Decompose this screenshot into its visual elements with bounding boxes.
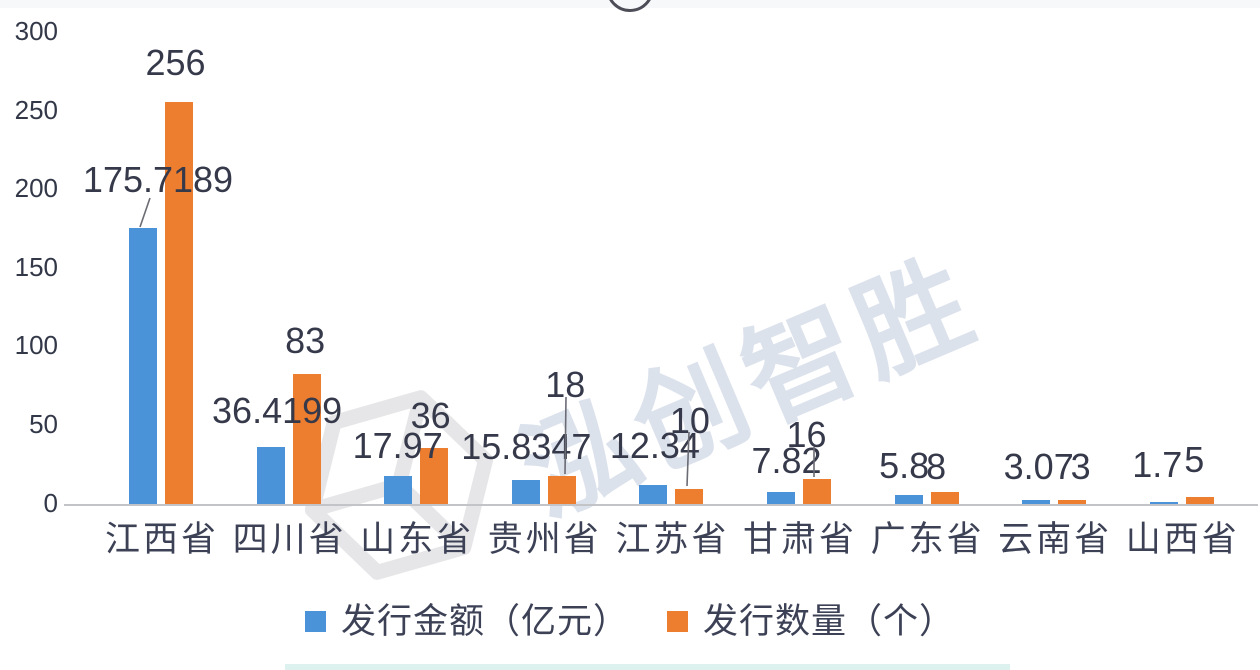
count-bar <box>547 476 576 505</box>
count-data-label: 18 <box>545 364 586 406</box>
amount-bar <box>1022 499 1051 505</box>
legend: 发行金额（亿元） 发行数量（个） <box>0 604 1260 639</box>
y-tick-label: 150 <box>14 251 58 282</box>
amount-bar <box>1149 501 1178 505</box>
legend-label-amount: 发行金额（亿元） <box>340 602 629 641</box>
legend-swatch-amount-icon <box>304 611 326 632</box>
category-label: 山西省 <box>1125 520 1240 559</box>
amount-bar <box>129 228 157 505</box>
y-tick-label: 250 <box>14 94 58 125</box>
count-data-label: 5 <box>1184 438 1205 480</box>
amount-data-label: 36.4199 <box>212 390 343 432</box>
count-data-label: 256 <box>145 42 206 84</box>
y-tick-label: 100 <box>14 330 58 361</box>
category-label: 甘肃省 <box>742 520 858 559</box>
amount-data-label: 175.7189 <box>82 159 234 201</box>
amount-bar <box>511 479 540 505</box>
category-label: 江西省 <box>104 520 220 559</box>
count-bar <box>1185 496 1214 505</box>
count-bar <box>803 479 831 505</box>
count-bar <box>1058 499 1087 505</box>
amount-data-label: 3.07 <box>1003 445 1074 487</box>
count-data-label: 10 <box>669 399 710 441</box>
x-axis-line <box>64 504 1258 506</box>
category-label: 山东省 <box>360 520 475 559</box>
count-data-label: 36 <box>410 394 451 436</box>
amount-data-label: 7.82 <box>751 440 822 482</box>
y-tick-label: 50 <box>29 408 58 439</box>
count-bar <box>165 102 193 505</box>
amount-data-label: 1.7 <box>1132 443 1183 485</box>
count-bar <box>930 491 959 505</box>
count-data-label: 16 <box>786 414 827 456</box>
amount-data-label: 17.97 <box>352 425 443 467</box>
category-label: 广东省 <box>870 520 985 559</box>
amount-bar <box>767 492 795 505</box>
count-data-label: 8 <box>926 445 947 487</box>
amount-bar <box>256 447 285 505</box>
category-label: 云南省 <box>998 520 1113 559</box>
bottom-accent-line <box>285 664 1010 670</box>
category-label: 江苏省 <box>615 520 730 559</box>
category-label: 四川省 <box>232 520 347 559</box>
count-data-label: 3 <box>1070 445 1091 487</box>
amount-data-label: 5.8 <box>879 445 930 487</box>
amount-bar <box>894 495 923 505</box>
legend-swatch-count-icon <box>667 611 688 632</box>
count-bar <box>420 447 449 505</box>
count-bar <box>292 374 321 505</box>
legend-item-count: 发行数量（个） <box>667 604 955 639</box>
legend-label-count: 发行数量（个） <box>703 602 956 641</box>
amount-data-label: 12.34 <box>609 425 700 467</box>
count-bar <box>675 488 704 505</box>
amount-bar <box>384 476 413 505</box>
y-tick-label: 200 <box>14 173 58 204</box>
amount-data-label: 15.8347 <box>461 425 592 467</box>
count-data-label: 83 <box>285 320 326 362</box>
category-label: 贵州省 <box>487 520 602 559</box>
y-tick-label: 300 <box>14 16 58 46</box>
label-leader-line <box>139 197 151 228</box>
amount-bar <box>639 485 668 505</box>
legend-item-amount: 发行金额（亿元） <box>304 602 629 641</box>
y-tick-label: 0 <box>43 487 58 518</box>
